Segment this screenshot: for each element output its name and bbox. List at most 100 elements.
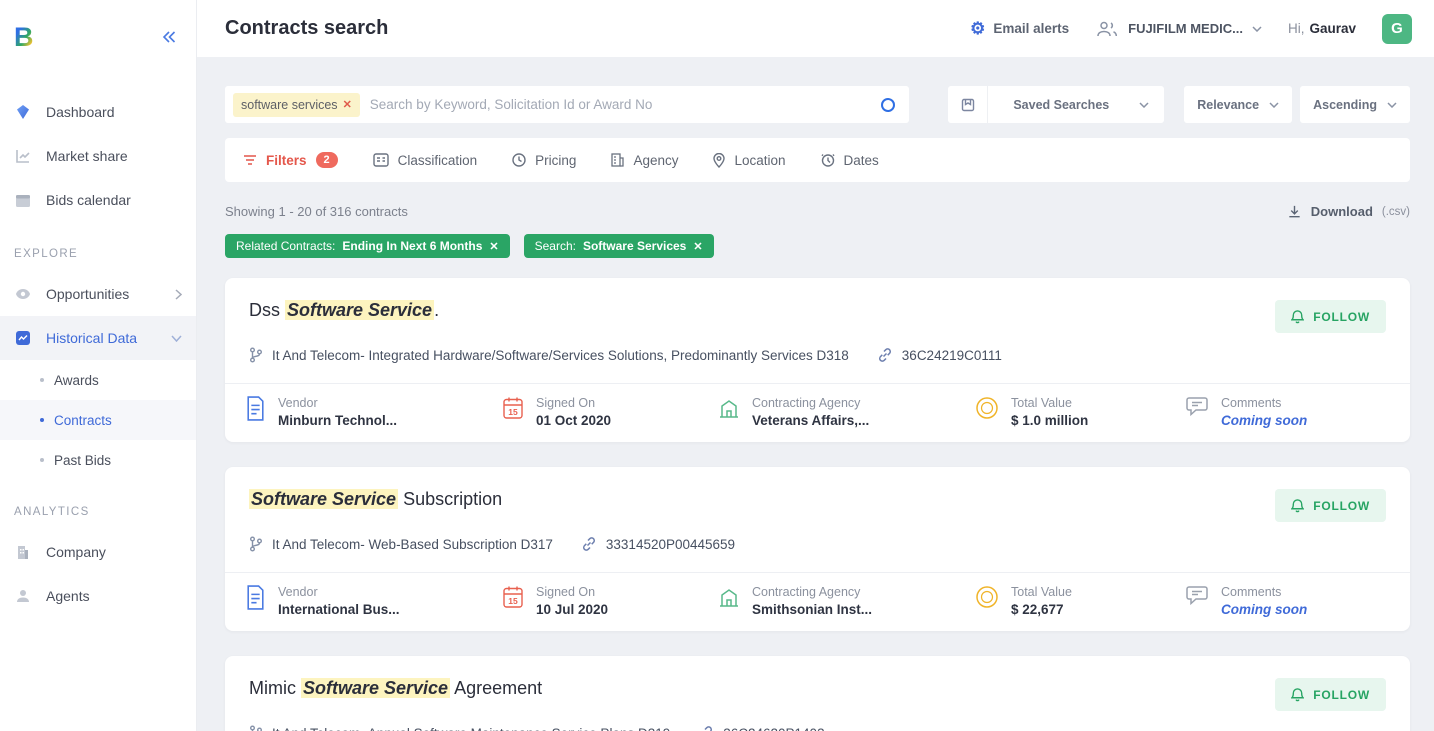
sidebar-item-dashboard[interactable]: Dashboard: [0, 90, 196, 134]
active-filter-chips: Related Contracts: Ending In Next 6 Mont…: [225, 234, 1410, 258]
field-label: Signed On: [536, 585, 596, 599]
filters-button[interactable]: Filters 2: [243, 152, 338, 168]
chevron-down-icon: [1269, 101, 1279, 108]
chip-close-icon[interactable]: ✕: [489, 240, 499, 253]
sidebar-item-historical-data[interactable]: Historical Data: [0, 316, 196, 360]
sidebar-item-agents[interactable]: Agents: [0, 574, 196, 618]
field-label: Comments: [1221, 585, 1282, 599]
coin-icon: [976, 397, 998, 419]
chip-value: Software Services: [582, 239, 687, 253]
filter-tab-label: Classification: [397, 152, 478, 168]
email-alerts-button[interactable]: ⚙ Email alerts: [970, 20, 1069, 37]
download-label: Download: [1310, 204, 1373, 219]
agency-value: Veterans Affairs,...: [752, 413, 870, 428]
field-label: Total Value: [1011, 585, 1072, 599]
location-pin-icon: [713, 152, 726, 168]
bell-icon: [1291, 688, 1305, 702]
subitem-label: Contracts: [54, 412, 112, 428]
follow-button[interactable]: FOLLOW: [1275, 300, 1386, 333]
svg-text:15: 15: [508, 596, 518, 606]
bell-icon: [1291, 499, 1305, 513]
nav-label: Company: [46, 544, 106, 560]
document-icon: [247, 396, 264, 421]
award-number: 36C24219C0111: [877, 347, 1002, 363]
vendor-value: Minburn Technol...: [278, 413, 397, 428]
sidebar: B Dashboard Market share Bids calendar E…: [0, 0, 197, 731]
search-row: software services ✕ Saved Searches: [225, 86, 1410, 123]
comments-icon: [1186, 586, 1208, 606]
branch-icon: [250, 536, 262, 552]
sidebar-item-company[interactable]: Company: [0, 530, 196, 574]
search-term-chip[interactable]: software services ✕: [233, 92, 360, 117]
filter-tab-classification[interactable]: Classification: [372, 152, 478, 168]
follow-button[interactable]: FOLLOW: [1275, 678, 1386, 711]
contract-category: It And Telecom- Annual Software Maintena…: [249, 725, 670, 731]
section-heading-analytics: ANALYTICS: [14, 506, 90, 518]
contract-category: It And Telecom- Integrated Hardware/Soft…: [249, 347, 849, 363]
classification-icon: [372, 153, 389, 167]
chevron-right-icon: [175, 288, 182, 300]
saved-searches-button[interactable]: Saved Searches: [948, 86, 1165, 123]
filter-tab-dates[interactable]: Dates: [820, 153, 879, 168]
home-icon: [720, 400, 738, 418]
sort-order-dropdown[interactable]: Ascending: [1300, 86, 1410, 123]
agency-field: Contracting Agency Veterans Affairs,...: [718, 396, 975, 428]
contract-title[interactable]: Mimic Software Service Agreement: [249, 678, 543, 698]
filters-label: Filters: [266, 152, 307, 168]
chevron-down-icon: [171, 334, 182, 342]
svg-text:15: 15: [508, 407, 518, 417]
sidebar-collapse-button[interactable]: [162, 31, 176, 43]
field-label: Vendor: [278, 396, 318, 410]
chip-close-icon[interactable]: ✕: [342, 99, 352, 111]
field-label: Comments: [1221, 396, 1282, 410]
search-input[interactable]: [369, 97, 871, 112]
filter-chip-search[interactable]: Search: Software Services ✕: [523, 234, 714, 258]
branch-icon: [250, 347, 262, 363]
coin-icon: [976, 586, 998, 608]
search-icon[interactable]: [881, 97, 895, 112]
sort-by-value: Relevance: [1197, 97, 1260, 112]
email-alerts-label: Email alerts: [993, 21, 1070, 36]
branch-icon: [250, 725, 262, 731]
building-icon: [14, 544, 32, 560]
award-number: 36C24620P1403: [698, 725, 825, 731]
org-selector[interactable]: FUJIFILM MEDIC...: [1095, 21, 1262, 37]
contract-title[interactable]: Software Service Subscription: [249, 489, 503, 509]
search-box[interactable]: software services ✕: [225, 86, 909, 123]
sidebar-item-bids-calendar[interactable]: Bids calendar: [0, 178, 196, 222]
award-number-text: 33314520P00445659: [605, 536, 736, 552]
sidebar-item-opportunities[interactable]: Opportunities: [0, 272, 196, 316]
download-csv-button[interactable]: Download (.csv): [1287, 204, 1410, 219]
link-icon: [704, 726, 713, 731]
signed-on-field: 15 Signed On 01 Oct 2020: [502, 396, 718, 428]
gear-icon: ⚙: [970, 19, 986, 38]
greeting-label: Hi,: [1287, 21, 1305, 36]
chip-close-icon[interactable]: ✕: [693, 240, 703, 253]
sidebar-subitem-past-bids[interactable]: Past Bids: [0, 440, 196, 480]
sidebar-subitem-awards[interactable]: Awards: [0, 360, 196, 400]
filter-tab-agency[interactable]: Agency: [611, 153, 678, 168]
contract-title[interactable]: Dss Software Service.: [249, 300, 440, 320]
nav-label: Opportunities: [46, 286, 130, 302]
filter-chip-related-contracts[interactable]: Related Contracts: Ending In Next 6 Mont…: [225, 234, 510, 258]
nav-label: Historical Data: [46, 330, 138, 346]
filter-tab-pricing[interactable]: Pricing: [512, 153, 576, 168]
avatar[interactable]: G: [1382, 13, 1412, 44]
filter-tab-location[interactable]: Location: [713, 152, 786, 168]
field-label: Total Value: [1011, 396, 1072, 410]
chevron-double-left-icon: [162, 31, 176, 43]
follow-button[interactable]: FOLLOW: [1275, 489, 1386, 522]
field-label: Contracting Agency: [752, 585, 861, 599]
sidebar-subitem-contracts[interactable]: Contracts: [0, 400, 196, 440]
sort-by-dropdown[interactable]: Relevance: [1184, 86, 1293, 123]
sidebar-item-market-share[interactable]: Market share: [0, 134, 196, 178]
opportunities-icon: [14, 286, 32, 302]
award-number-text: 36C24219C0111: [901, 347, 1002, 363]
chart-icon: [14, 148, 32, 164]
subitem-label: Past Bids: [54, 452, 112, 468]
bullet-icon: [40, 458, 44, 462]
filter-bar: Filters 2 Classification Pricing Agency …: [225, 138, 1410, 182]
chevron-down-icon: [1387, 101, 1397, 108]
category-text: It And Telecom- Web-Based Subscription D…: [272, 536, 553, 552]
follow-label: FOLLOW: [1313, 498, 1370, 513]
